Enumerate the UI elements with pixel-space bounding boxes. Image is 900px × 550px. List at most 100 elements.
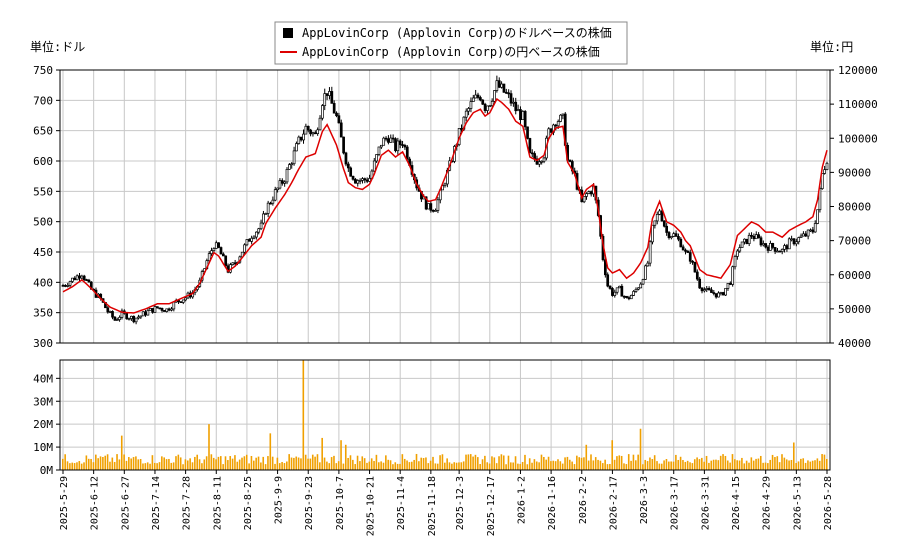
volume-bar <box>540 454 543 470</box>
volume-bar <box>460 462 463 470</box>
candle-body <box>165 308 169 312</box>
volume-tick-label: 0M <box>40 464 54 477</box>
candle-body <box>554 124 558 127</box>
candle-body <box>731 266 735 285</box>
volume-bar <box>788 460 790 470</box>
x-tick-label: 2026-2-2 <box>578 476 589 524</box>
volume-bar <box>264 464 267 470</box>
left-tick-label: 600 <box>33 155 53 168</box>
candle-body <box>700 287 704 292</box>
candle-body <box>210 250 213 254</box>
volume-bar <box>510 462 512 470</box>
candle-body <box>431 209 435 212</box>
volume-bar <box>377 462 380 470</box>
x-tick-label: 2026-4-29 <box>762 476 773 530</box>
volume-bar <box>387 459 390 470</box>
volume-bar <box>729 462 731 470</box>
candle-body <box>653 220 657 226</box>
candle-body <box>73 277 77 281</box>
candle-body <box>771 243 775 248</box>
candle-body <box>306 125 310 131</box>
candle-body <box>460 128 463 130</box>
candle-body <box>787 238 791 250</box>
volume-bar <box>524 454 526 470</box>
volume-bar <box>649 457 651 470</box>
candle-body <box>363 178 367 181</box>
volume-bar <box>394 462 397 470</box>
volume-bar <box>99 456 102 470</box>
candle-body <box>651 224 654 243</box>
volume-bar <box>271 456 274 470</box>
candle-body <box>613 291 617 296</box>
volume-bar <box>311 454 314 470</box>
candle-body <box>802 233 805 237</box>
volume-bar <box>253 460 255 470</box>
candle-body <box>262 213 265 224</box>
right-tick-label: 110000 <box>838 98 878 111</box>
x-tick-label: 2025-11-18 <box>427 476 438 536</box>
volume-bar <box>535 461 538 470</box>
volume-bar <box>807 460 809 470</box>
volume-bar <box>481 459 484 470</box>
volume-bar <box>165 459 168 470</box>
candle-body <box>170 308 173 311</box>
candle-body <box>526 126 529 139</box>
candle-body <box>740 241 744 248</box>
volume-bar <box>623 463 625 470</box>
left-tick-label: 700 <box>33 94 53 107</box>
candle-body <box>677 236 680 240</box>
volume-bar <box>578 457 581 470</box>
candle-body <box>358 180 362 182</box>
candle-body <box>269 202 272 205</box>
x-tick-label: 2026-4-15 <box>731 476 742 530</box>
volume-bar <box>738 460 741 470</box>
candle-body <box>611 288 614 296</box>
volume-bar <box>347 457 349 470</box>
volume-bar <box>215 459 217 470</box>
volume-bar <box>297 457 300 470</box>
volume-bar <box>352 459 354 470</box>
volume-bar <box>660 463 663 470</box>
candle-body <box>674 233 678 237</box>
volume-bar <box>161 456 163 470</box>
x-tick-label: 2026-1-2 <box>516 476 527 524</box>
candle-body <box>71 277 74 282</box>
volume-bar <box>722 454 724 470</box>
volume-bar <box>804 462 807 470</box>
volume-bar <box>627 454 630 470</box>
candle-body <box>521 111 525 121</box>
candle-body <box>622 295 626 298</box>
candle-body <box>785 245 789 250</box>
volume-bar <box>399 463 401 470</box>
candle-body <box>693 262 697 273</box>
volume-bar <box>533 459 536 470</box>
candle-body <box>698 278 702 289</box>
volume-bar <box>385 455 387 470</box>
candle-body <box>214 242 218 249</box>
candle-body <box>247 239 251 242</box>
x-tick-label: 2025-12-3 <box>455 476 466 530</box>
legend-label-yen: AppLovinCorp (Applovin Corp)の円ベースの株価 <box>302 44 600 59</box>
volume-bar <box>696 457 698 470</box>
candle-body <box>467 108 470 112</box>
volume-bar <box>274 463 276 470</box>
candle-body <box>295 143 298 152</box>
candle-body <box>221 253 225 257</box>
candle-body <box>257 228 261 233</box>
volume-bar <box>71 462 74 470</box>
volume-bar <box>326 461 328 470</box>
volume-bar <box>175 456 177 470</box>
volume-bar <box>66 461 69 470</box>
candle-body <box>811 229 815 233</box>
volume-bar <box>248 463 250 470</box>
volume-bar <box>269 433 272 470</box>
candle-body <box>662 220 666 227</box>
candle-body <box>377 146 381 155</box>
candle-body <box>78 275 81 279</box>
candle-body <box>130 315 133 319</box>
volume-bar <box>281 461 283 470</box>
candle-body <box>747 234 751 244</box>
candle-body <box>542 157 546 162</box>
volume-bar <box>734 459 736 470</box>
candle-body <box>490 100 494 107</box>
